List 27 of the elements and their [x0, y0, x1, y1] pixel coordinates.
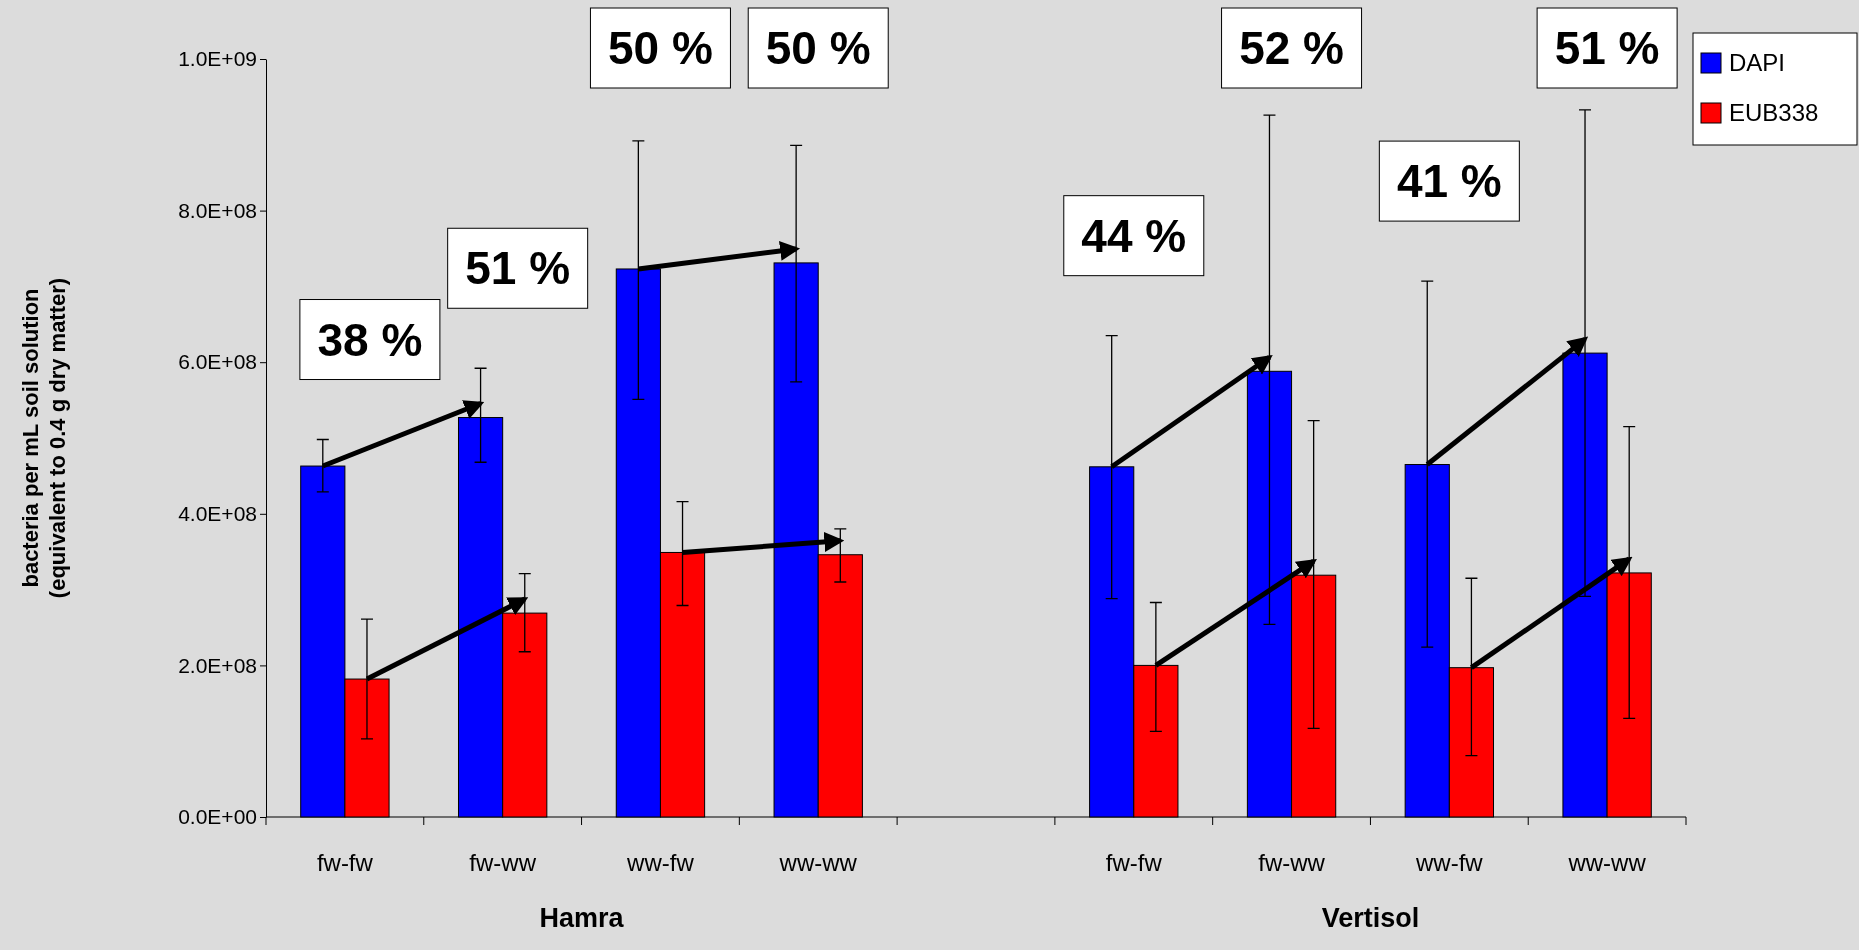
y-axis-title: bacteria per mL soil solution (equivalent to 0.4 g dry matter) [18, 277, 70, 599]
y-tick-label: 0.0E+00 [178, 805, 257, 829]
x-tick-label: fw-ww [469, 849, 537, 876]
text: Hamra [539, 903, 625, 933]
y-tick-label: 4.0E+08 [178, 502, 257, 526]
y-tick-label: 6.0E+08 [178, 350, 257, 374]
annotation: 50 % [765, 22, 871, 74]
y-tick-label: 1.0E+09 [178, 47, 257, 71]
annotation: 50 % [608, 22, 713, 74]
x-tick-label: ww-fw [1415, 849, 1484, 876]
y-tick-label: 8.0E+08 [178, 198, 257, 222]
legend-label: DAPI [1729, 49, 1786, 76]
x-tick-label: ww-fw [626, 849, 695, 876]
annotation: 52 % [1239, 22, 1344, 74]
x-tick-label: fw-fw [1105, 849, 1163, 876]
legend-label: EUB338 [1729, 99, 1819, 126]
x-tick-label: fw-fw [316, 849, 374, 876]
y-tick-label: 2.0E+08 [178, 653, 257, 677]
annotation: 44 % [1081, 209, 1187, 262]
text: Vertisol [1321, 903, 1420, 933]
annotation: 51 % [1554, 22, 1660, 74]
annotation: 41 % [1396, 155, 1502, 208]
annotation: 51 % [465, 242, 571, 295]
x-tick-label: ww-ww [1567, 849, 1647, 876]
x-tick-label: fw-ww [1258, 849, 1326, 876]
x-tick-label: ww-ww [778, 849, 858, 876]
annotation: 38 % [317, 313, 423, 366]
